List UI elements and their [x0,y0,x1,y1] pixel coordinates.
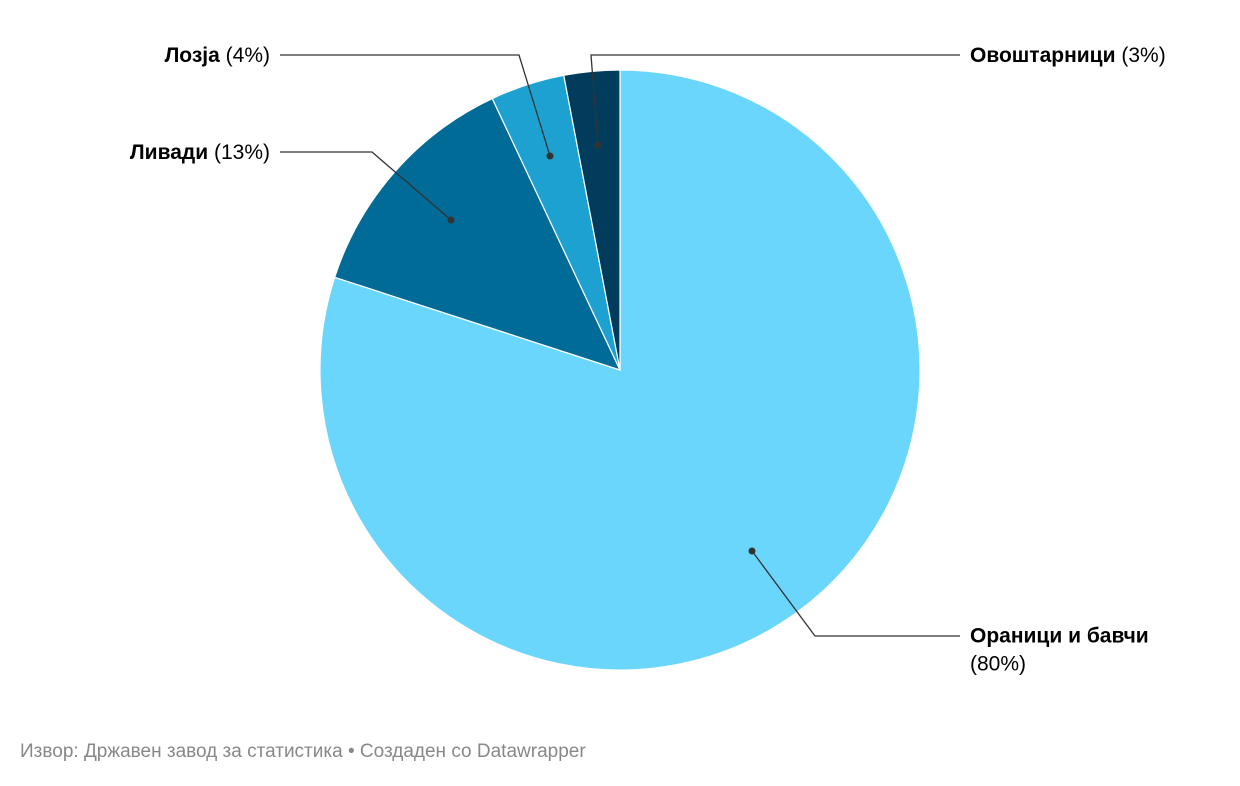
leader-dot [546,152,554,160]
leader-line [280,151,452,221]
leader-dot [594,141,602,149]
leader-line [590,54,960,146]
slice-label: Ораници и бавчи [970,625,1149,648]
slice-label: Лозја [165,44,221,67]
leader-line [280,54,551,157]
leader-line [751,550,960,637]
leader-dot [748,547,756,555]
value-label: (4%) [226,44,270,67]
slice-label-group: Ливади (13%) [130,141,270,164]
value-label: (3%) [1121,44,1165,67]
slice-label-group: Лозја (4%) [165,44,270,67]
slice-label-group: Овоштарници (3%) [970,44,1166,67]
slice-label: Ливади [130,141,208,164]
slice-label: Овоштарници [970,44,1116,67]
source-note: Извор: Државен завод за статистика • Соз… [20,741,586,762]
value-label: (13%) [214,141,270,164]
leader-dot [447,216,455,224]
value-label: (80%) [970,653,1026,676]
